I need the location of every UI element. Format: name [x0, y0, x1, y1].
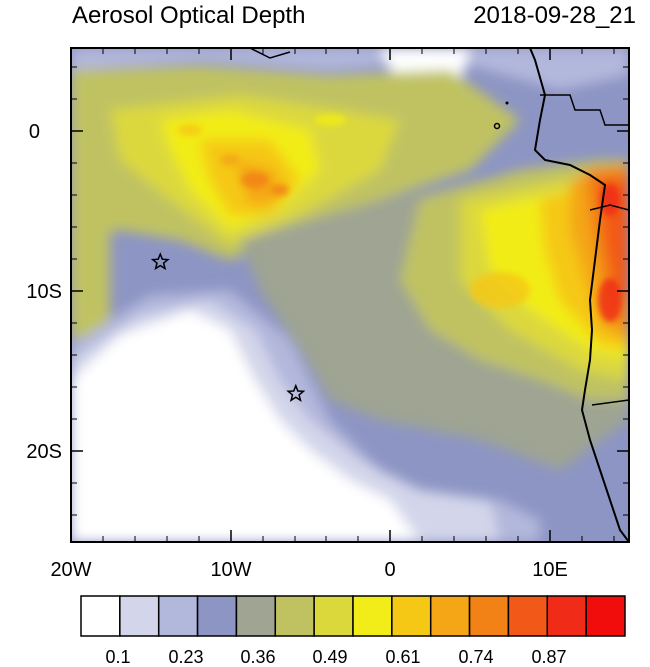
- colorbar-swatch: [585, 595, 626, 637]
- colorbar: [80, 595, 626, 637]
- colorbar-swatch: [80, 595, 121, 637]
- x-tick-label-0: 0: [384, 559, 395, 581]
- map-timestamp: 2018-09-28_21: [473, 2, 636, 29]
- colorbar-swatch: [157, 595, 199, 637]
- colorbar-label: 0.1: [105, 647, 130, 667]
- colorbar-labels: 0.1 0.23 0.36 0.49 0.61 0.74 0.87: [105, 647, 566, 667]
- colorbar-label: 0.61: [385, 647, 420, 667]
- colorbar-label: 0.87: [531, 647, 566, 667]
- x-tick-label-10W: 10W: [210, 559, 251, 581]
- colorbar-swatch: [391, 595, 432, 637]
- plot-frame: [70, 47, 630, 543]
- star-marker: [150, 252, 170, 271]
- colorbar-label: 0.23: [168, 647, 203, 667]
- y-tick-label-20S: 20S: [26, 441, 62, 463]
- colorbar-swatch: [546, 595, 587, 637]
- map-title: Aerosol Optical Depth: [72, 2, 306, 29]
- colorbar-label: 0.74: [458, 647, 493, 667]
- x-tick-label-20W: 20W: [50, 559, 91, 581]
- axis-ticks: [70, 48, 629, 542]
- colorbar-swatch: [235, 595, 277, 637]
- aod-field: [71, 48, 629, 542]
- x-tick-label-10E: 10E: [532, 559, 568, 581]
- colorbar-swatch: [507, 595, 549, 637]
- minor-ticks: [71, 48, 629, 542]
- colorbar-swatch: [196, 595, 238, 637]
- star-marker: [286, 383, 306, 402]
- colorbar-swatch: [429, 595, 471, 637]
- site-markers: [150, 252, 306, 402]
- colorbar-swatch: [119, 595, 160, 637]
- y-tick-label-0: 0: [29, 121, 40, 143]
- colorbar-swatch: [313, 595, 354, 637]
- colorbar-swatch: [352, 595, 393, 637]
- colorbar-swatch: [468, 595, 510, 637]
- colorbar-label: 0.36: [240, 647, 275, 667]
- colorbar-swatch: [274, 595, 315, 637]
- colorbar-label: 0.49: [312, 647, 347, 667]
- y-tick-label-10S: 10S: [26, 281, 62, 303]
